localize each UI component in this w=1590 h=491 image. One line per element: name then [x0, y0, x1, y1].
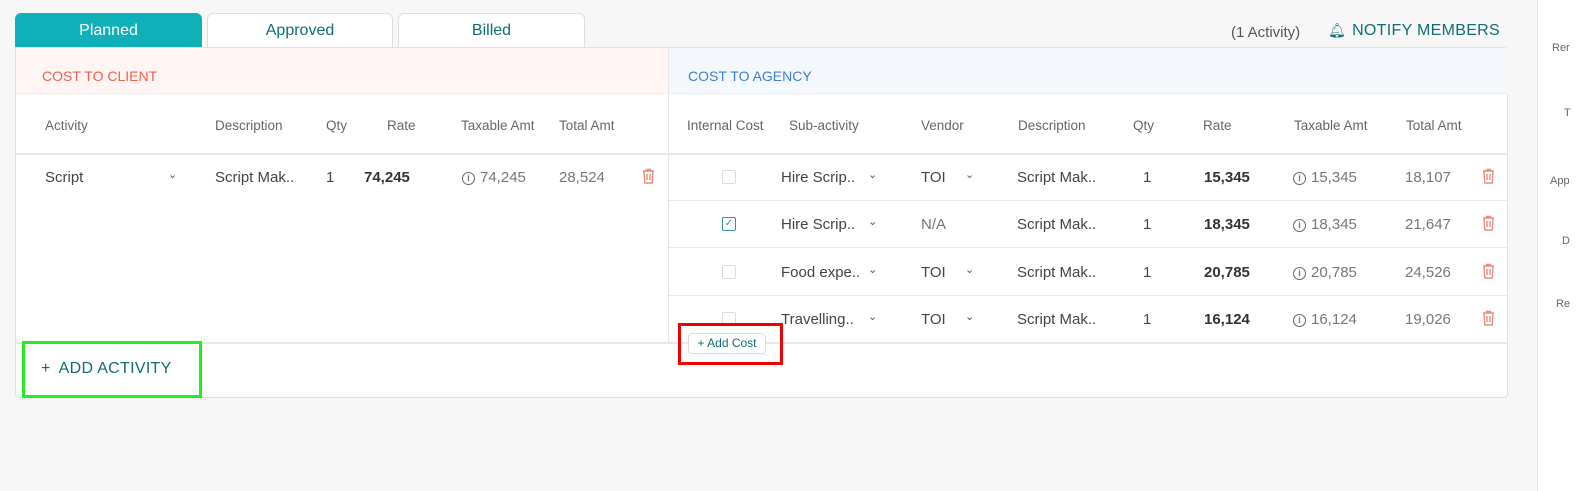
qty[interactable]: 1 — [1143, 169, 1152, 186]
description[interactable]: Script Mak.. — [1017, 263, 1097, 281]
vendor-select[interactable]: TOI — [921, 169, 946, 186]
notify-label: NOTIFY MEMBERS — [1352, 22, 1500, 39]
chevron-down-icon[interactable]: ⌄ — [868, 216, 878, 229]
taxable-amt: 20,785 — [1311, 263, 1357, 281]
highlight-box — [678, 323, 783, 365]
sub-activity-select[interactable]: Hire Scrip.. — [781, 216, 856, 234]
rate[interactable]: 15,345 — [1204, 169, 1250, 186]
client-header: COST TO CLIENT — [16, 48, 668, 94]
table-row: Food expe.. ⌄ TOI ⌄ Script Mak.. 1 20,78… — [669, 249, 1508, 296]
divider — [16, 153, 1508, 155]
vendor-select[interactable]: TOI — [921, 263, 946, 281]
col-activity: Activity — [45, 118, 88, 133]
chevron-down-icon[interactable]: ⌄ — [868, 310, 878, 323]
activity-select[interactable]: Script — [45, 169, 84, 186]
table-row: Hire Scrip.. ⌄ TOI ⌄ Script Mak.. 1 15,3… — [669, 154, 1508, 201]
add-cost-button[interactable]: + Add Cost — [688, 333, 766, 354]
taxable-amt: 16,124 — [1311, 310, 1357, 328]
rate[interactable]: 74,245 — [364, 169, 410, 186]
chevron-down-icon[interactable]: ⌄ — [868, 169, 878, 181]
agency-title: COST TO AGENCY — [688, 68, 812, 84]
add-activity-button[interactable]: + ADD ACTIVITY — [22, 341, 202, 398]
info-icon: i — [1293, 172, 1306, 185]
cost-card: COST TO CLIENT COST TO AGENCY Activity D… — [15, 47, 1508, 398]
total-amt: 28,524 — [559, 169, 605, 186]
info-icon: i — [1293, 266, 1306, 280]
trash-icon[interactable] — [1482, 215, 1495, 231]
client-title: COST TO CLIENT — [42, 68, 158, 84]
chevron-down-icon[interactable]: ⌄ — [965, 263, 975, 276]
trash-icon[interactable] — [642, 168, 655, 184]
qty[interactable]: 1 — [326, 169, 335, 186]
sidebar-label: T — [1564, 107, 1571, 119]
sub-activity-select[interactable]: Food expe.. — [781, 263, 861, 281]
chevron-down-icon[interactable]: ⌄ — [965, 310, 975, 323]
info-icon: i — [1293, 219, 1306, 233]
internal-cost-checkbox[interactable] — [722, 264, 736, 279]
col-description: Description — [1018, 118, 1086, 133]
tab-planned[interactable]: Planned — [15, 13, 202, 48]
total-amt: 18,107 — [1405, 169, 1451, 186]
plus-icon: + — [41, 360, 51, 377]
notify-members-button[interactable]: 🔔︎ NOTIFY MEMBERS — [1328, 22, 1500, 40]
col-description: Description — [215, 118, 283, 133]
trash-icon[interactable] — [1482, 310, 1495, 326]
table-row: Script ⌄ Script Mak.. 1 74,245 i 74,245 2… — [16, 154, 668, 201]
trash-icon[interactable] — [1482, 168, 1495, 184]
col-qty: Qty — [1133, 118, 1155, 133]
sidebar-label: D — [1562, 235, 1570, 247]
chevron-down-icon[interactable]: ⌄ — [168, 169, 178, 181]
col-total: Total Amt — [559, 118, 615, 133]
bell-icon: 🔔︎ — [1328, 22, 1347, 38]
chevron-down-icon[interactable]: ⌄ — [965, 169, 975, 181]
total-amt: 21,647 — [1405, 216, 1451, 234]
sidebar-label: App — [1550, 175, 1570, 187]
col-taxable: Taxable Amt — [1294, 118, 1368, 133]
vendor-select[interactable]: N/A — [921, 216, 947, 234]
sidebar-label: Rer — [1552, 42, 1570, 54]
chevron-down-icon[interactable]: ⌄ — [868, 263, 878, 276]
qty[interactable]: 1 — [1143, 216, 1152, 234]
table-row: Travelling.. ⌄ TOI ⌄ Script Mak.. 1 16,1… — [669, 296, 1508, 343]
divider — [668, 94, 669, 343]
sidebar-label: Re — [1556, 298, 1571, 310]
internal-cost-checkbox[interactable]: ✓ — [722, 217, 736, 232]
col-sub-activity: Sub-activity — [789, 118, 859, 133]
sub-activity-select[interactable]: Travelling.. — [781, 310, 854, 328]
col-qty: Qty — [326, 118, 348, 133]
rate[interactable]: 18,345 — [1204, 216, 1250, 234]
qty[interactable]: 1 — [1143, 263, 1152, 281]
description[interactable]: Script Mak.. — [1017, 169, 1097, 186]
tab-billed[interactable]: Billed — [398, 13, 585, 48]
description[interactable]: Script Mak.. — [1017, 310, 1097, 328]
table-row: ✓ Hire Scrip.. ⌄ N/A Script Mak.. 1 18,3… — [669, 201, 1508, 249]
col-taxable: Taxable Amt — [461, 118, 535, 133]
col-total: Total Amt — [1406, 118, 1462, 133]
rate[interactable]: 20,785 — [1204, 263, 1250, 281]
rate[interactable]: 16,124 — [1204, 310, 1250, 328]
agency-header: COST TO AGENCY — [668, 48, 1508, 94]
sub-activity-select[interactable]: Hire Scrip.. — [781, 169, 856, 186]
add-activity-label: ADD ACTIVITY — [58, 360, 172, 377]
description[interactable]: Script Mak.. — [1017, 216, 1097, 234]
taxable-amt: 15,345 — [1311, 169, 1357, 186]
activity-count: (1 Activity) — [1231, 24, 1301, 41]
tab-approved[interactable]: Approved — [207, 13, 393, 48]
total-amt: 19,026 — [1405, 310, 1451, 328]
right-sidebar: Rer T App D Re — [1537, 0, 1590, 491]
total-amt: 24,526 — [1405, 263, 1451, 281]
internal-cost-checkbox[interactable] — [722, 170, 736, 184]
qty[interactable]: 1 — [1143, 310, 1152, 328]
info-icon: i — [462, 172, 475, 185]
vendor-select[interactable]: TOI — [921, 310, 946, 328]
taxable-amt: 18,345 — [1311, 216, 1357, 234]
description[interactable]: Script Mak.. — [215, 169, 295, 186]
taxable-amt: 74,245 — [480, 169, 526, 186]
col-internal-cost: Internal Cost — [687, 118, 764, 133]
col-rate: Rate — [387, 118, 416, 133]
trash-icon[interactable] — [1482, 263, 1495, 279]
col-vendor: Vendor — [921, 118, 964, 133]
col-rate: Rate — [1203, 118, 1232, 133]
info-icon: i — [1293, 313, 1306, 327]
